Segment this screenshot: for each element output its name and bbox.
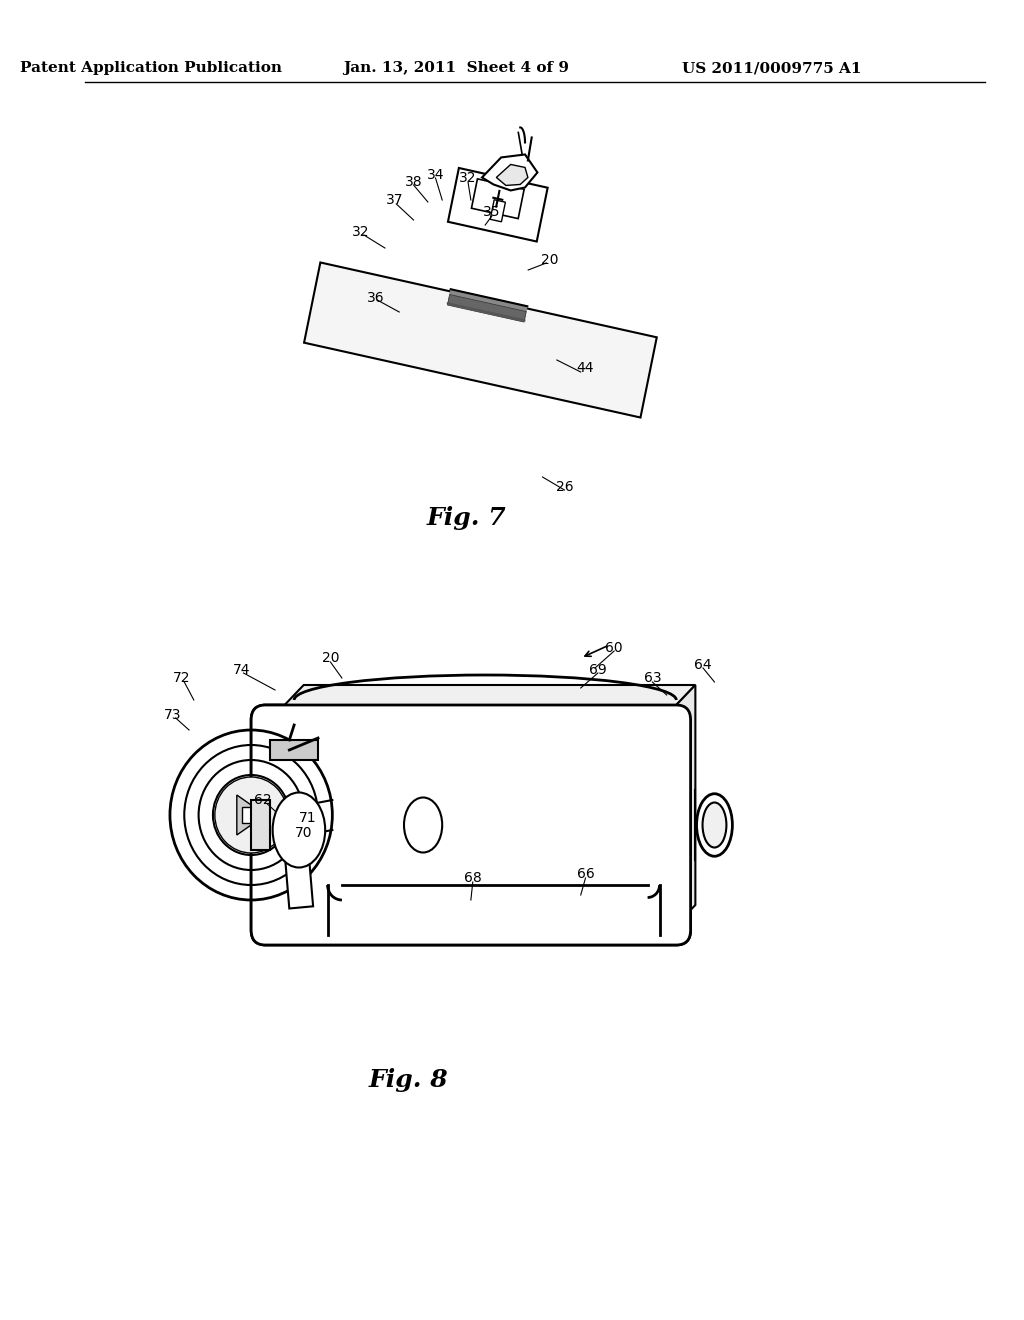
Text: 60: 60 xyxy=(605,642,623,655)
Text: 73: 73 xyxy=(164,708,181,722)
Text: 62: 62 xyxy=(254,793,271,807)
Text: 26: 26 xyxy=(556,480,573,494)
Polygon shape xyxy=(447,289,527,321)
Text: 20: 20 xyxy=(322,651,339,665)
FancyBboxPatch shape xyxy=(251,705,690,945)
Polygon shape xyxy=(285,851,313,908)
Text: 68: 68 xyxy=(464,871,481,884)
Text: 38: 38 xyxy=(404,176,422,189)
Polygon shape xyxy=(497,165,528,185)
Text: 63: 63 xyxy=(643,671,662,685)
Polygon shape xyxy=(447,168,548,242)
Text: 72: 72 xyxy=(173,671,190,685)
Polygon shape xyxy=(490,199,506,222)
Text: 69: 69 xyxy=(589,663,607,677)
Polygon shape xyxy=(482,154,538,190)
Ellipse shape xyxy=(702,803,726,847)
Text: 71: 71 xyxy=(299,810,316,825)
Ellipse shape xyxy=(272,792,326,867)
Text: 36: 36 xyxy=(367,290,384,305)
Polygon shape xyxy=(471,180,524,219)
Text: 32: 32 xyxy=(352,224,370,239)
Polygon shape xyxy=(304,263,656,417)
Text: 64: 64 xyxy=(694,657,712,672)
Polygon shape xyxy=(242,807,259,822)
Text: 66: 66 xyxy=(577,867,594,880)
Circle shape xyxy=(215,777,288,853)
FancyBboxPatch shape xyxy=(251,705,690,945)
Text: Patent Application Publication: Patent Application Publication xyxy=(19,61,282,75)
Text: 70: 70 xyxy=(295,826,312,840)
Ellipse shape xyxy=(404,797,442,853)
Text: US 2011/0009775 A1: US 2011/0009775 A1 xyxy=(682,61,861,75)
Text: Jan. 13, 2011  Sheet 4 of 9: Jan. 13, 2011 Sheet 4 of 9 xyxy=(343,61,569,75)
Polygon shape xyxy=(270,741,318,760)
Text: 34: 34 xyxy=(427,168,444,182)
Text: 32: 32 xyxy=(459,172,477,185)
Polygon shape xyxy=(667,685,695,935)
Text: 37: 37 xyxy=(386,193,403,207)
Text: Fig. 8: Fig. 8 xyxy=(369,1068,449,1092)
Text: 44: 44 xyxy=(577,360,594,375)
Text: Fig. 7: Fig. 7 xyxy=(426,506,506,531)
Ellipse shape xyxy=(696,793,732,857)
Text: 35: 35 xyxy=(483,205,501,219)
Polygon shape xyxy=(237,795,265,836)
Polygon shape xyxy=(275,685,695,715)
Text: 20: 20 xyxy=(542,253,559,267)
Polygon shape xyxy=(447,294,526,322)
Polygon shape xyxy=(251,800,270,850)
Text: 74: 74 xyxy=(232,663,250,677)
